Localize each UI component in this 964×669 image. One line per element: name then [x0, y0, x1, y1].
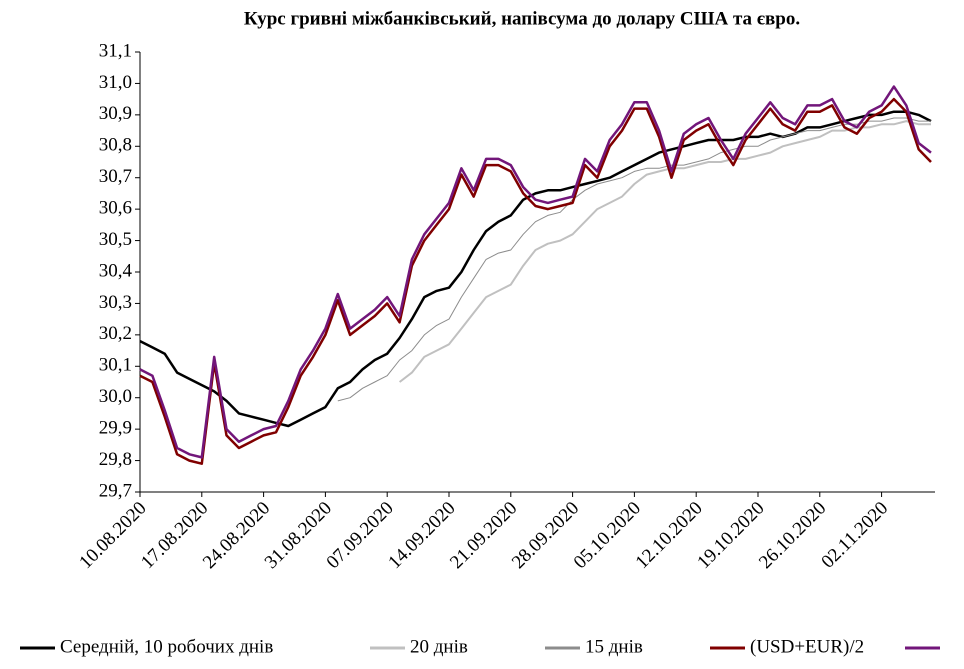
- legend-label: (USD+EUR)/2: [750, 636, 864, 657]
- y-tick-label: 31,1: [99, 40, 132, 61]
- y-tick-label: 29,7: [99, 480, 132, 501]
- series-line: [139, 85, 932, 459]
- y-tick-label: 30,8: [99, 135, 132, 156]
- y-tick-label: 30,2: [99, 323, 132, 344]
- y-tick-label: 30,3: [99, 292, 132, 313]
- series-line: [337, 117, 931, 402]
- chart-title: Курс гривні міжбанківський, напівсума до…: [244, 8, 800, 29]
- legend-label: Середній, 10 робочих днів: [60, 636, 273, 657]
- x-tick-label: 02.11.2020: [817, 498, 892, 573]
- y-tick-label: 29,8: [99, 449, 132, 470]
- series-line: [139, 110, 932, 428]
- y-tick-label: 30,1: [99, 355, 132, 376]
- series-line: [398, 120, 931, 383]
- y-tick-label: 29,9: [99, 418, 132, 439]
- y-tick-label: 31,0: [99, 72, 132, 93]
- legend-label: 20 днів: [410, 636, 468, 657]
- x-tick-label: 26.10.2020: [755, 498, 830, 573]
- y-tick-label: 30,7: [99, 166, 132, 187]
- y-tick-label: 30,6: [99, 198, 132, 219]
- y-tick-label: 30,0: [99, 386, 132, 407]
- y-tick-label: 30,9: [99, 103, 132, 124]
- series-line: [139, 97, 932, 465]
- y-tick-label: 30,4: [99, 260, 133, 281]
- legend-label: 15 днів: [585, 636, 643, 657]
- y-tick-label: 30,5: [99, 229, 132, 250]
